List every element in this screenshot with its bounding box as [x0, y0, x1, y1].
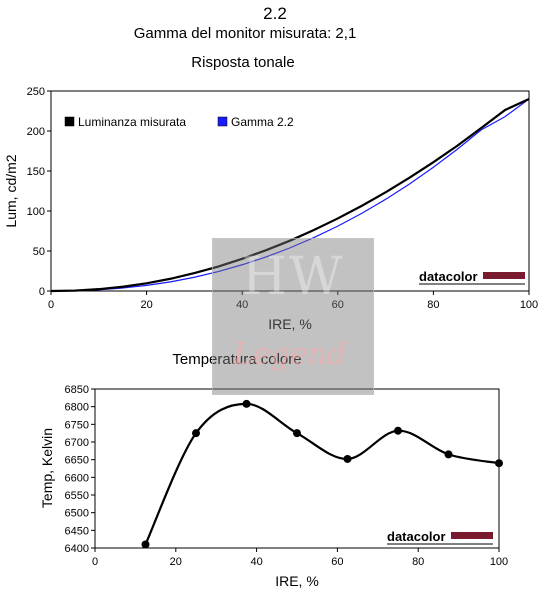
data-point: [495, 459, 503, 468]
y-tick-label: 100: [27, 206, 45, 218]
x-tick-label: 40: [250, 556, 262, 568]
y-tick-label: 200: [27, 126, 45, 138]
data-point: [444, 450, 453, 459]
data-point: [141, 540, 150, 549]
temp-chart-title: Temperatura colore: [172, 351, 302, 368]
x-tick-label: 0: [48, 299, 54, 311]
y-tick-label: 6650: [65, 455, 89, 467]
y-tick-label: 6400: [65, 543, 89, 555]
y-tick-label: 6750: [65, 419, 89, 431]
series-line-0: [144, 402, 500, 545]
datacolor-logo-text: datacolor: [387, 529, 446, 544]
x-tick-label: 80: [412, 556, 424, 568]
legend-label: Gamma 2.2: [231, 115, 294, 129]
y-axis-label: Temp, Kelvin: [39, 428, 55, 508]
y-tick-label: 6500: [65, 508, 89, 520]
y-tick-label: 6700: [65, 437, 89, 449]
watermark-logo-subtext: Legend: [233, 337, 347, 372]
page-title: 2.2: [263, 4, 287, 23]
y-tick-label: 0: [39, 286, 45, 298]
x-axis-label: IRE, %: [275, 573, 319, 589]
tone-chart-title: Risposta tonale: [191, 54, 295, 71]
y-tick-label: 6450: [65, 525, 89, 537]
plot-frame-0: [50, 90, 530, 292]
watermark: HW Legend: [212, 238, 374, 395]
y-tick-label: 50: [33, 246, 45, 258]
watermark-logo-text: HW: [241, 247, 345, 307]
y-tick-label: 6550: [65, 490, 89, 502]
y-tick-label: 6800: [65, 402, 89, 414]
datacolor-logo-bar: [483, 272, 525, 279]
datacolor-logo-text: datacolor: [419, 269, 478, 284]
data-point: [394, 426, 402, 435]
datacolor-logo-bar: [451, 532, 493, 539]
page-subtitle: Gamma del monitor misurata: 2,1: [133, 25, 357, 42]
x-tick-label: 60: [332, 299, 344, 311]
data-point: [343, 454, 352, 463]
x-tick-label: 40: [236, 299, 248, 311]
legend-swatch: [217, 116, 228, 127]
y-axis-label: Lum, cd/m2: [3, 154, 19, 227]
series-line-1: [50, 98, 530, 292]
y-tick-label: 150: [27, 166, 45, 178]
x-tick-label: 100: [520, 299, 538, 311]
x-tick-label: 20: [170, 556, 182, 568]
x-tick-label: 80: [427, 299, 439, 311]
legend-label: Luminanza misurata: [78, 115, 186, 129]
x-tick-label: 60: [331, 556, 343, 568]
x-tick-label: 100: [490, 556, 508, 568]
x-tick-label: 0: [92, 556, 98, 568]
y-tick-label: 6850: [65, 384, 89, 396]
x-axis-label: IRE, %: [268, 316, 312, 332]
y-tick-label: 250: [27, 86, 45, 98]
x-tick-label: 20: [140, 299, 152, 311]
y-tick-label: 6600: [65, 472, 89, 484]
legend-swatch: [64, 116, 75, 127]
plot-frame-1: [94, 388, 500, 549]
data-point: [192, 429, 200, 438]
series-line-0: [50, 98, 530, 293]
data-point: [242, 399, 251, 408]
data-point: [293, 429, 301, 438]
